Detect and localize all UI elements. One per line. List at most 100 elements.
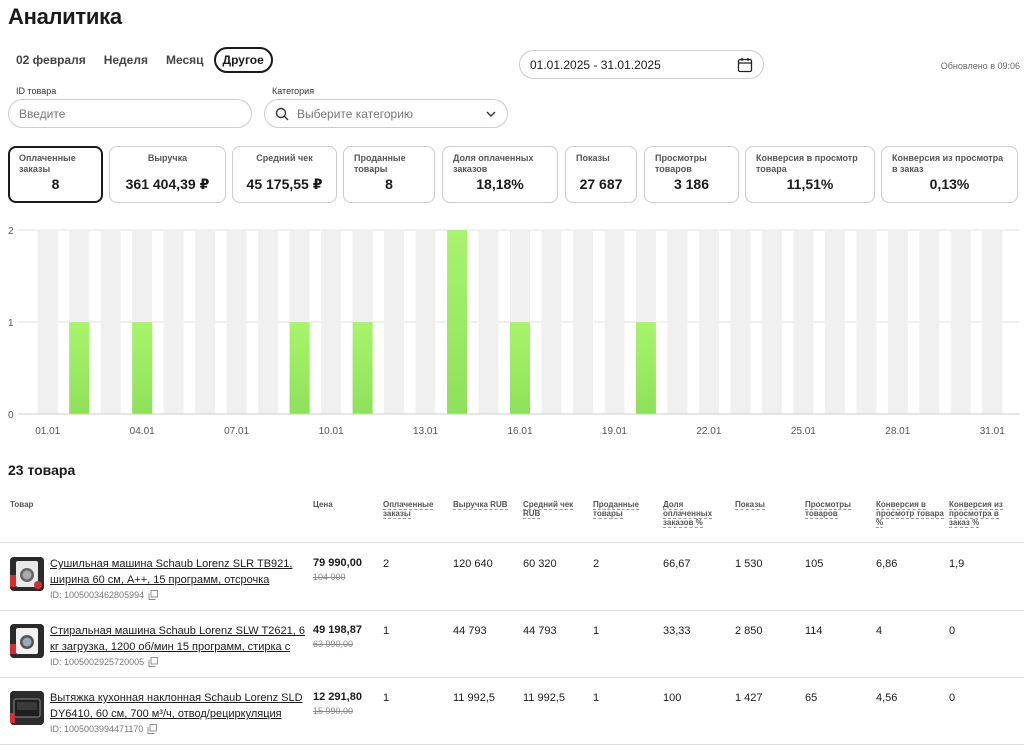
category-label: Категория <box>272 86 315 96</box>
metric-card-revenue[interactable]: Выручка 361 404,39 ₽ <box>109 146 226 203</box>
x-tick-label: 07.01 <box>224 426 249 437</box>
metric-value: 11,51% <box>786 176 834 192</box>
product-name-link[interactable]: Сушильная машина Schaub Lorenz SLR TB921… <box>50 558 293 586</box>
metric-card-product-views[interactable]: Просмотры товаров 3 186 <box>644 146 739 203</box>
cell-view-conversion: 6,86 <box>876 558 898 570</box>
metric-card-paid-orders[interactable]: Оплаченные заказы 8 <box>8 146 103 203</box>
header-view-conversion[interactable]: Конверсия в просмотр товара % <box>876 500 944 528</box>
tab-other[interactable]: Другое <box>213 47 273 73</box>
header-paid-orders[interactable]: Оплаченные заказы <box>383 500 434 519</box>
product-id: ID: 1005003994471170 <box>50 724 158 734</box>
background-bar <box>604 230 625 414</box>
cell-average-check: 44 793 <box>523 625 557 637</box>
product-id: ID: 1005003462805994 <box>50 590 159 600</box>
background-bar <box>163 230 184 414</box>
header-revenue[interactable]: Выручка RUB <box>453 500 508 510</box>
price: 49 198,87 <box>313 624 362 636</box>
x-tick-label: 13.01 <box>413 426 438 437</box>
product-image[interactable] <box>10 691 44 725</box>
background-bar <box>226 230 247 414</box>
metric-card-impressions[interactable]: Показы 27 687 <box>565 146 637 203</box>
product-name-link[interactable]: Вытяжка кухонная наклонная Schaub Lorenz… <box>50 692 303 720</box>
cell-view-conversion: 4,56 <box>876 692 898 704</box>
header-order-conversion[interactable]: Конверсия из просмотра в заказ % <box>949 500 1003 528</box>
metric-label: Оплаченные заказы <box>19 153 76 174</box>
copy-icon[interactable] <box>148 590 159 600</box>
bar-11.01 <box>352 322 373 414</box>
cell-product-views: 105 <box>805 558 824 570</box>
cell-order-conversion: 0 <box>949 692 956 704</box>
tab-week[interactable]: Неделя <box>103 53 148 67</box>
background-bar <box>793 230 814 414</box>
product-image[interactable] <box>10 557 44 591</box>
background-bar <box>258 230 279 414</box>
copy-icon[interactable] <box>147 724 158 734</box>
table-row: Сушильная машина Schaub Lorenz SLR TB921… <box>0 544 1024 611</box>
x-tick-label: 10.01 <box>319 426 344 437</box>
page-title: Аналитика <box>8 4 122 29</box>
bar-04.01 <box>132 322 153 414</box>
x-tick-label: 16.01 <box>507 426 532 437</box>
bar-14.01 <box>447 230 468 414</box>
metric-card-order-conversion[interactable]: Конверсия из просмотра в заказ 0,13% <box>881 146 1018 203</box>
metric-label: Показы <box>576 153 610 163</box>
cell-paid-share: 33,33 <box>663 625 691 637</box>
header-impressions[interactable]: Показы <box>735 500 765 510</box>
metric-value: 8 <box>51 176 60 192</box>
metric-card-average-check[interactable]: Средний чек 45 175,55 ₽ <box>232 146 337 203</box>
product-id-text: ID: 1005003994471170 <box>50 724 144 734</box>
product-id-text: ID: 1005002925720005 <box>50 657 145 667</box>
header-paid-share[interactable]: Доля оплаченных заказов % <box>663 500 713 528</box>
product-id-text: ID: 1005003462805994 <box>50 590 145 600</box>
updated-time: Обновлено в 09:06 <box>940 61 1020 71</box>
product-name-link[interactable]: Стиральная машина Schaub Lorenz SLW T262… <box>50 625 305 653</box>
background-bar <box>572 230 593 414</box>
bar-02.01 <box>69 322 90 414</box>
metric-value: 45 175,55 ₽ <box>246 176 323 192</box>
metric-card-view-conversion[interactable]: Конверсия в просмотр товара 11,51% <box>745 146 875 203</box>
orders-bar-chart: 0 1 2 01.01 04.01 07.01 10.01 13.01 16.01 19.01 22… <box>8 226 1020 437</box>
background-bar <box>541 230 562 414</box>
header-average-check[interactable]: Средний чек RUB <box>523 500 574 519</box>
cell-paid-share: 66,67 <box>663 558 691 570</box>
product-image[interactable] <box>10 624 44 658</box>
tab-month[interactable]: Месяц <box>165 53 204 67</box>
metric-label: Средний чек <box>256 153 313 163</box>
date-range-picker[interactable]: 01.01.2025 - 31.01.2025 <box>519 50 764 79</box>
cell-revenue: 11 992,5 <box>453 692 496 704</box>
x-tick-label: 25.01 <box>791 426 816 437</box>
cell-average-check: 60 320 <box>523 558 557 570</box>
cell-impressions: 2 850 <box>735 625 763 637</box>
x-tick-label: 22.01 <box>696 426 721 437</box>
period-tabs: 02 февраля Неделя Месяц Другое <box>8 47 273 73</box>
copy-icon[interactable] <box>148 657 159 667</box>
category-placeholder: Выберите категорию <box>297 106 413 121</box>
background-bar <box>37 230 58 414</box>
metric-card-paid-share[interactable]: Доля оплаченных заказов 18,18% <box>442 146 558 203</box>
bar-20.01 <box>635 322 656 414</box>
product-id-input[interactable] <box>8 99 252 128</box>
cell-sold-items: 2 <box>593 558 600 570</box>
cell-order-conversion: 1,9 <box>949 558 965 570</box>
cell-product-views: 65 <box>805 692 818 704</box>
metric-value: 8 <box>385 176 393 192</box>
cell-view-conversion: 4 <box>876 625 883 637</box>
metric-card-sold-items[interactable]: Проданные товары 8 <box>343 146 435 203</box>
calendar-icon[interactable] <box>737 57 753 73</box>
category-select[interactable]: Выберите категорию <box>264 99 508 128</box>
header-product-views[interactable]: Просмотры товаров <box>805 500 852 519</box>
tab-day[interactable]: 02 февраля <box>16 53 86 67</box>
cell-revenue: 44 793 <box>453 625 487 637</box>
bar-16.01 <box>510 322 530 414</box>
chevron-down-icon <box>486 111 496 117</box>
cell-product-views: 114 <box>805 625 823 637</box>
background-bar <box>667 230 688 414</box>
background-bar <box>887 230 908 414</box>
product-id: ID: 1005002925720005 <box>50 657 159 667</box>
metric-value: 3 186 <box>673 176 710 192</box>
header-sold-items[interactable]: Проданные товары <box>593 500 639 519</box>
background-bar <box>100 230 121 414</box>
cell-sold-items: 1 <box>593 625 600 637</box>
y-tick-label: 2 <box>8 226 14 237</box>
metric-label: Доля оплаченных заказов <box>453 153 534 174</box>
